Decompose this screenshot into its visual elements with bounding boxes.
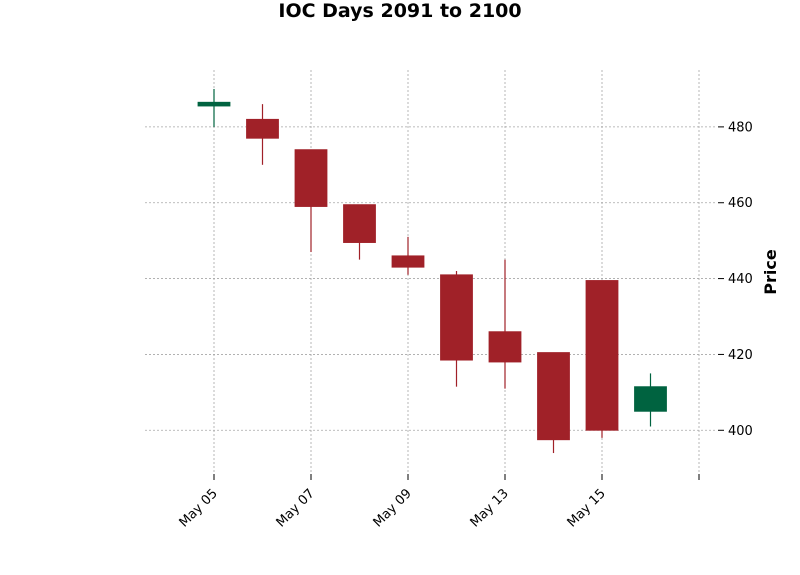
candles xyxy=(197,88,667,454)
candle-body xyxy=(343,204,376,243)
y-tick-label: 440 xyxy=(728,272,753,287)
y-axis: 400 420 440 460 480 xyxy=(718,120,753,439)
gridlines xyxy=(145,70,715,472)
candle-body xyxy=(294,149,328,207)
x-axis: May 05 May 07 May 09 May 13 May 15 xyxy=(177,474,700,530)
candle-body xyxy=(246,118,279,139)
candle-body xyxy=(537,352,570,441)
y-tick-label: 460 xyxy=(728,196,753,211)
x-tick-label: May 05 xyxy=(177,486,221,530)
x-tick-label: May 13 xyxy=(468,486,512,530)
candle-body xyxy=(440,274,473,361)
y-tick-label: 480 xyxy=(728,120,753,135)
chart-title: IOC Days 2091 to 2100 xyxy=(278,0,521,22)
y-axis-label: Price xyxy=(761,249,780,295)
candle-body xyxy=(197,101,231,107)
candle-body xyxy=(391,255,425,268)
y-tick-label: 420 xyxy=(728,348,753,363)
x-tick-label: May 09 xyxy=(371,486,415,530)
x-tick-label: May 15 xyxy=(565,486,609,530)
candle-body xyxy=(488,331,522,363)
candle-body xyxy=(585,280,619,431)
x-tick-label: May 07 xyxy=(274,486,318,530)
y-tick-label: 400 xyxy=(728,424,753,439)
candle-body xyxy=(634,386,667,412)
